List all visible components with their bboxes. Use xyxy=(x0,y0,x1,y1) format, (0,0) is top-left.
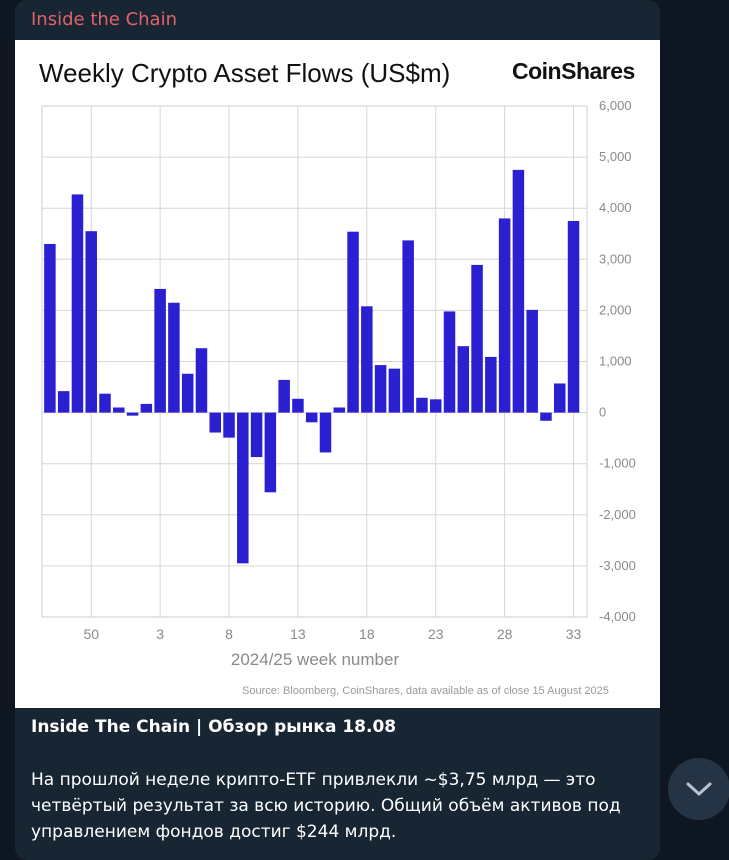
chart-bar xyxy=(457,346,470,413)
chevron-down-icon xyxy=(686,782,712,796)
chart-bar xyxy=(374,365,387,413)
channel-name[interactable]: Inside the Chain xyxy=(31,9,177,30)
chart-bar xyxy=(154,288,166,413)
chart-bar xyxy=(305,412,318,423)
chart-bar xyxy=(429,399,442,413)
y-tick-label: 2,000 xyxy=(599,302,632,317)
x-tick-label: 23 xyxy=(428,626,444,642)
chart-bar xyxy=(113,407,125,413)
chart-bar xyxy=(278,379,290,413)
x-tick-label: 18 xyxy=(359,626,375,642)
chart-bar xyxy=(471,264,483,413)
chart-bar xyxy=(57,391,70,413)
y-tick-label: 3,000 xyxy=(599,251,632,266)
chart-bar xyxy=(181,373,194,413)
chart-bar xyxy=(402,240,414,413)
y-tick-label: -3,000 xyxy=(599,558,636,573)
post-title: Inside The Chain | Обзор рынка 18.08 xyxy=(31,717,397,737)
post-body-line: четвёртый результат за всю историю. Общи… xyxy=(31,796,621,816)
chart-source: Source: Bloomberg, CoinShares, data avai… xyxy=(242,685,609,697)
y-tick-label: 4,000 xyxy=(599,200,632,215)
chart-bar xyxy=(140,403,153,413)
x-tick-label: 8 xyxy=(225,626,233,642)
chart-bar xyxy=(99,393,111,413)
chart-bar xyxy=(168,302,180,413)
chart-bar xyxy=(223,412,235,438)
bar-chart: 6,000 5,000 4,000 3,000 2,000 1,000 0 -1,000 -2,… xyxy=(41,98,636,669)
chart-bar xyxy=(526,309,538,413)
chart-bar xyxy=(333,407,346,413)
chart-bar xyxy=(250,412,263,458)
chart-bar xyxy=(567,220,580,413)
chart-bar xyxy=(71,194,84,413)
y-tick-label: 6,000 xyxy=(599,98,632,113)
y-tick-label: 5,000 xyxy=(599,149,632,164)
chart-bar xyxy=(195,348,208,413)
chart-bar xyxy=(388,368,401,413)
chart-bar xyxy=(443,311,456,413)
x-tick-label: 13 xyxy=(290,626,306,642)
chart-bar xyxy=(540,412,552,421)
y-tick-label: -2,000 xyxy=(599,507,636,522)
chart-bar xyxy=(512,169,525,413)
chart-bar xyxy=(361,306,373,413)
x-tick-label: 3 xyxy=(156,626,164,642)
chart-bar xyxy=(126,412,139,416)
chart-bar xyxy=(209,412,221,433)
y-tick-label: 1,000 xyxy=(599,354,632,369)
chart-title: Weekly Crypto Asset Flows (US$m) xyxy=(39,58,451,88)
y-tick-label: -1,000 xyxy=(599,456,636,471)
message-bubble: Inside the Chain Weekly Crypto Asset Flo… xyxy=(15,0,660,860)
chart-bar xyxy=(264,412,277,493)
chart-bar xyxy=(44,243,56,413)
x-tick-label: 50 xyxy=(83,626,99,642)
post-body-line: управлением фондов достиг $244 млрд. xyxy=(31,822,397,842)
chart-bar xyxy=(237,412,249,564)
x-tick-label: 33 xyxy=(566,626,582,642)
chart-bar xyxy=(319,412,332,453)
x-tick-label: 28 xyxy=(497,626,513,642)
chart-bar xyxy=(498,218,511,413)
chart-bar xyxy=(416,397,428,413)
y-tick-label: 0 xyxy=(599,405,606,420)
y-tick-label: -4,000 xyxy=(599,609,636,624)
post-body-line: На прошлой неделе крипто-ETF привлекли ~… xyxy=(31,770,596,790)
coinshares-logo: CoinShares xyxy=(512,58,635,84)
scroll-down-button[interactable] xyxy=(668,758,729,820)
chart-bar xyxy=(292,398,304,413)
x-axis-label: 2024/25 week number xyxy=(231,650,400,669)
chart-image[interactable]: Weekly Crypto Asset Flows (US$m) CoinSha… xyxy=(15,40,660,708)
chart-bar xyxy=(554,383,566,413)
chart-bar xyxy=(347,231,359,413)
chart-bar xyxy=(485,356,497,413)
chart-bar xyxy=(85,231,97,413)
plot-border xyxy=(41,105,588,618)
post-body: На прошлой неделе крипто-ETF привлекли ~… xyxy=(31,767,656,845)
